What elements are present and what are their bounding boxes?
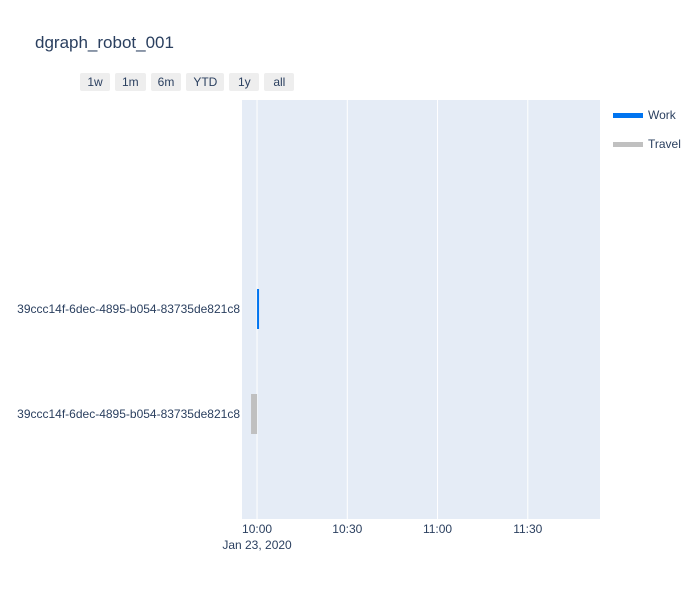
x-tick-label: 10:00 xyxy=(242,522,272,536)
range-button-all[interactable]: all xyxy=(264,73,295,91)
chart-title: dgraph_robot_001 xyxy=(35,33,174,52)
range-button-1m[interactable]: 1m xyxy=(115,73,146,91)
legend-swatch-travel xyxy=(613,141,643,147)
legend-label-travel: Travel xyxy=(648,137,681,151)
legend-item-work[interactable]: Work xyxy=(613,106,681,124)
range-button-1y[interactable]: 1y xyxy=(229,73,260,91)
x-tick-label: 10:30 xyxy=(332,522,362,536)
x-tick-label: 11:30 xyxy=(513,522,542,536)
range-selector: 1w 1m 6m YTD 1y all xyxy=(80,73,295,91)
timeline-bar-travel xyxy=(251,394,258,434)
x-date-label: Jan 23, 2020 xyxy=(222,538,292,552)
range-button-1w[interactable]: 1w xyxy=(80,73,110,91)
legend-item-travel[interactable]: Travel xyxy=(613,135,681,153)
range-button-6m[interactable]: 6m xyxy=(150,73,182,91)
timeline-bar-work xyxy=(257,289,260,329)
x-tick-label: 11:00 xyxy=(423,522,452,536)
y-tick-label: 39ccc14f-6dec-4895-b054-83735de821c8 xyxy=(17,302,240,316)
range-button-ytd[interactable]: YTD xyxy=(186,73,225,91)
plot-area xyxy=(242,100,600,519)
y-tick-label: 39ccc14f-6dec-4895-b054-83735de821c8 xyxy=(17,407,240,421)
legend-label-work: Work xyxy=(648,108,676,122)
legend: Work Travel xyxy=(613,106,681,164)
legend-swatch-work xyxy=(613,112,643,118)
